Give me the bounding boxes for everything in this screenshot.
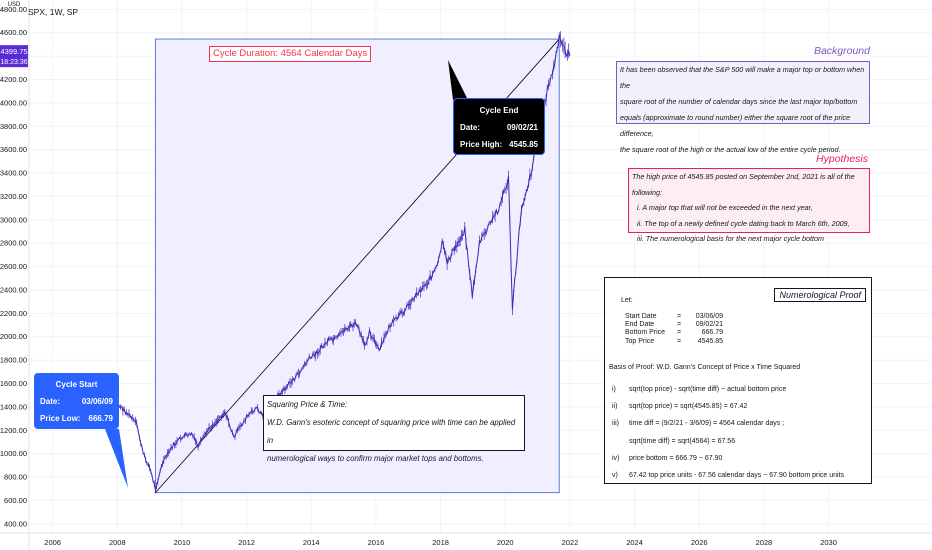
cycle-duration-label[interactable]: Cycle Duration: 4564 Calendar Days [209,46,372,62]
time-tick-label: 2022 [562,538,579,547]
background-line: the square root of the high or the actua… [620,145,841,154]
proof-step: 67.42 top price units - 67.56 calendar d… [629,472,844,480]
current-price-value: 4399.75 [0,47,27,56]
var-name: Top Price [625,337,655,345]
price-tick-label: 2800.00 [0,239,27,248]
var-value: 4545.85 [697,337,723,345]
price-tick-label: 2200.00 [0,309,27,318]
cycle-end-date: 09/02/21 [506,123,538,132]
background-title: Background [813,45,870,57]
background-note[interactable]: It has been observed that the S&P 500 wi… [616,61,870,154]
numerological-proof-note[interactable]: Numerological Proof Let: Start Date = 03/0… [604,277,872,484]
price-tick-label: 1800.00 [0,356,27,365]
price-tick-label: 4200.00 [0,75,27,84]
price-tick-label: 2000.00 [0,332,27,341]
price-tick-label: 3400.00 [0,169,27,178]
price-tick-label: 1600.00 [0,379,27,388]
price-tick-label: 4600.00 [0,28,27,37]
cycle-end-title: Cycle End [479,106,519,115]
time-tick-label: 2006 [44,538,61,547]
symbol-title[interactable]: SPX, 1W, SP [28,7,79,17]
cycle-start-title: Cycle Start [55,380,98,389]
proof-step: sqrt(time diff) = sqrt(4564) = 67.56 [629,437,736,445]
price-tick-label: 2400.00 [0,285,27,294]
time-tick-label: 2020 [497,538,514,547]
cycle-start-date: 03/06/09 [81,397,113,406]
var-name: End Date [625,321,655,329]
cycle-end-price: 4545.85 [509,140,538,149]
price-tick-label: 3800.00 [0,122,27,131]
var-value: 666.79 [701,329,723,337]
squaring-title: Squaring Price & Time: [267,400,348,409]
background-line: equals (approximate to round number) eit… [620,113,851,138]
cycle-end-date-label: Date: [460,123,481,132]
price-tick-label: 4000.00 [0,98,27,107]
hypothesis-line: The high price of 4545.85 posted on Sept… [632,172,855,197]
hypothesis-line: iii. The numerological basis for the nex… [637,234,824,243]
proof-steps: i) sqrt(top price) - sqrt(time diff) ~ ac… [612,381,844,484]
var-value: 09/02/21 [695,321,723,329]
time-tick-label: 2010 [174,538,191,547]
time-tick-label: 2028 [756,538,773,547]
price-tick-label: 4800.00 [0,5,27,14]
proof-variables: Start Date = 03/06/09 End Date = 09/02/21 Bo… [625,313,723,345]
price-tick-label: 600.00 [4,496,27,505]
time-tick-label: 2018 [432,538,449,547]
price-tick-label: 1000.00 [0,449,27,458]
time-tick-label: 2030 [820,538,837,547]
cycle-start-date-label: Date: [40,397,61,406]
squaring-note[interactable]: Squaring Price & Time: W.D. Gann's esote… [263,395,525,463]
price-tick-label: 800.00 [4,473,27,482]
countdown-timer: 18:23:36 [0,59,27,66]
cycle-start-price: 666.79 [88,414,113,423]
hypothesis-line: i. A major top that will not be exceeded… [637,203,813,212]
current-price-tag: 4399.75 18:23:36 [0,45,28,68]
cycle-start-price-label: Price Low: [40,414,81,423]
hypothesis-title: Hypothesis [816,153,868,165]
cycle-start-pointer [105,429,128,488]
cycle-start-callout[interactable]: Cycle Start Date: 03/06/09 Price Low: 666.… [34,373,119,429]
proof-step: sqrt(top price) - sqrt(time diff) ~ actu… [629,386,787,393]
cycle-end-price-label: Price High: [460,140,503,149]
currency-label: USD [7,2,21,8]
time-tick-label: 2014 [303,538,320,547]
price-tick-label: 1400.00 [0,402,27,411]
proof-step: time diff = (9/2/21 - 3/6/09) = 4564 cal… [629,420,785,428]
time-tick-label: 2008 [109,538,126,547]
time-tick-label: 2012 [238,538,255,547]
time-axis[interactable]: 2006 2008 2010 2012 2014 2016 2018 2020 2022 2024… [44,538,837,547]
background-line: square root of the number of calendar da… [620,97,858,106]
price-tick-label: 3000.00 [0,215,27,224]
time-tick-label: 2016 [368,538,385,547]
proof-basis: Basis of Proof: W.D. Gann's Concept of P… [609,364,801,371]
price-tick-label: 400.00 [4,519,27,528]
squaring-line: W.D. Gann's esoteric concept of squaring… [267,418,516,445]
cycle-end-pointer [448,60,468,100]
squaring-line: numerological ways to confirm major mark… [267,454,484,463]
time-tick-label: 2024 [626,538,643,547]
var-value: 03/06/09 [695,313,723,320]
var-name: Bottom Price [625,329,666,337]
var-name: Start Date [625,313,657,320]
price-tick-label: 3600.00 [0,145,27,154]
price-tick-label: 3200.00 [0,192,27,201]
background-line: It has been observed that the S&P 500 wi… [620,65,865,90]
hypothesis-line: ii. The top of a newly defined cycle dat… [637,218,850,228]
price-tick-label: 2600.00 [0,262,27,271]
price-axis[interactable]: 400.00 600.00 800.00 1000.00 1200.00 1400.00 1… [0,5,27,528]
proof-step: sqrt(top price) = sqrt(4545.85) = 67.42 [629,403,748,411]
proof-title: Numerological Proof [774,288,866,302]
time-tick-label: 2026 [691,538,708,547]
hypothesis-note[interactable]: The high price of 4545.85 posted on Sept… [628,168,870,243]
cycle-end-callout[interactable]: Cycle End Date: 09/02/21 Price High: 4545.… [453,98,545,155]
proof-step: price bottom = 666.79 ~ 67.90 [629,454,723,462]
price-tick-label: 1200.00 [0,426,27,435]
proof-let: Let: [621,297,633,304]
